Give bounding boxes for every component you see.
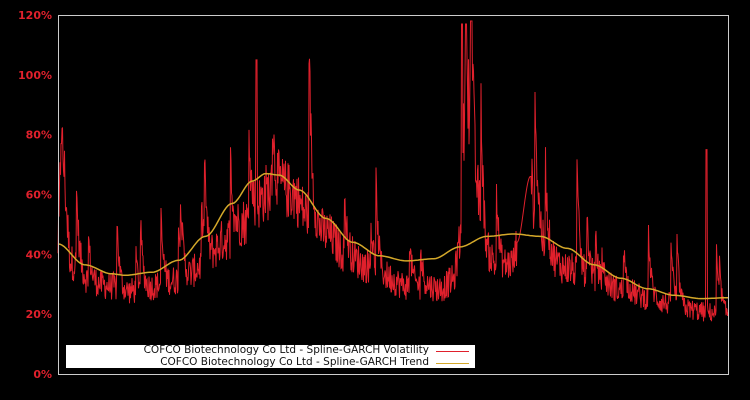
chart-legend: COFCO Biotechnology Co Ltd - Spline-GARC… bbox=[66, 344, 475, 369]
legend-swatch-trend bbox=[436, 362, 469, 364]
y-tick-label: 120% bbox=[18, 9, 52, 22]
y-tick-label: 60% bbox=[26, 189, 52, 202]
plot-area bbox=[57, 20, 729, 322]
legend-label-trend: COFCO Biotechnology Co Ltd - Spline-GARC… bbox=[160, 355, 429, 368]
y-tick-label: 20% bbox=[26, 308, 52, 321]
legend-swatch-volatility bbox=[436, 351, 469, 352]
volatility-series-line bbox=[57, 20, 729, 322]
trend-series-line bbox=[57, 172, 728, 300]
y-axis-ticks: 0% 20% 40% 60% 80% 100% 120% bbox=[18, 9, 52, 381]
legend-item-volatility: COFCO Biotechnology Co Ltd - Spline-GARC… bbox=[66, 344, 475, 357]
y-tick-label: 100% bbox=[18, 69, 52, 82]
y-tick-label: 0% bbox=[33, 368, 52, 381]
plot-frame bbox=[58, 15, 729, 375]
y-tick-label: 40% bbox=[26, 248, 52, 261]
legend-label-volatility: COFCO Biotechnology Co Ltd - Spline-GARC… bbox=[143, 344, 429, 356]
y-tick-label: 80% bbox=[26, 129, 52, 142]
legend-item-trend: COFCO Biotechnology Co Ltd - Spline-GARC… bbox=[66, 355, 475, 369]
